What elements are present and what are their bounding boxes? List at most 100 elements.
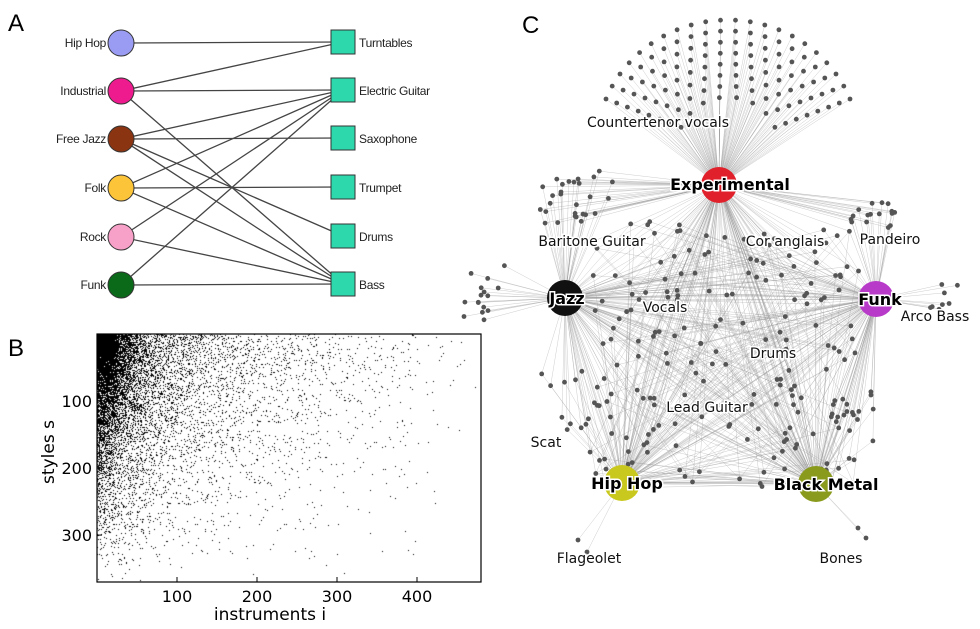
instrument-node: [675, 293, 681, 298]
instrument-node: [543, 209, 549, 215]
instrument-node: [844, 264, 850, 270]
instrument-node: [783, 120, 788, 126]
network-edge: [562, 184, 566, 299]
instrument-node: [850, 480, 856, 486]
instrument-node: [801, 68, 806, 74]
label-scat: Scat: [531, 435, 562, 451]
network-edge: [630, 223, 877, 300]
instrument-node: [776, 91, 781, 97]
instrument-node: [591, 174, 597, 180]
instrument-node: [786, 253, 792, 259]
instrument-node: [727, 422, 733, 427]
instrument-node: [759, 484, 765, 489]
instrument-node: [688, 360, 694, 365]
instrument-node: [868, 389, 874, 395]
instrument-node: [646, 112, 652, 118]
instrument-node: [841, 412, 847, 418]
instrument-label-electric-guitar: Electric Guitar: [359, 84, 430, 98]
network-edge: [718, 184, 817, 263]
instrument-node: [774, 377, 780, 382]
instrument-node: [706, 288, 712, 294]
network-edge: [605, 468, 817, 485]
instrument-node: [713, 323, 719, 329]
network-edge: [852, 298, 877, 413]
instrument-node: [587, 240, 593, 246]
network-edge: [645, 184, 720, 293]
network-edge: [564, 297, 713, 365]
instrument-node: [729, 291, 735, 297]
network-edge: [663, 35, 720, 186]
instrument-node: [627, 280, 632, 286]
bipartite-edge: [120, 138, 344, 285]
instrument-node: [645, 222, 651, 228]
network-edge: [846, 298, 877, 412]
network-edge: [581, 184, 720, 222]
instrument-node: [876, 211, 882, 217]
network-edge: [718, 64, 737, 186]
network-edge: [564, 254, 705, 299]
network-edge: [564, 297, 605, 460]
instrument-node: [651, 395, 657, 401]
instrument-node: [651, 334, 656, 339]
instrument-node: [583, 421, 589, 427]
network-edge: [679, 224, 817, 485]
network-edge: [606, 401, 817, 485]
instrument-node: [674, 288, 680, 293]
instrument-node-saxophone: [330, 125, 356, 151]
instrument-node: [830, 402, 836, 407]
instrument-node: [638, 64, 644, 70]
instrument-node: [697, 469, 702, 475]
network-edge: [718, 184, 871, 215]
instrument-node: [802, 41, 808, 47]
instrument-node: [651, 402, 657, 408]
instrument-node: [628, 221, 634, 227]
instrument-node: [793, 445, 798, 451]
instrument-node: [703, 19, 709, 25]
instrument-node: [692, 270, 698, 276]
instrument-node: [681, 325, 687, 331]
instrument-node: [661, 59, 667, 65]
instrument-node: [462, 299, 468, 305]
network-edge: [599, 170, 720, 186]
network-edge: [564, 297, 792, 390]
network-edge: [718, 52, 817, 186]
instrument-node: [841, 83, 847, 89]
instrument-nodes: [461, 17, 960, 555]
instrument-node: [674, 77, 680, 83]
network-edge: [564, 266, 848, 299]
bipartite-edge: [120, 41, 344, 92]
instrument-node: [625, 104, 630, 110]
network-edge: [564, 297, 589, 419]
network-edge: [628, 184, 720, 452]
instrument-node: [789, 59, 795, 65]
instrument-node: [733, 28, 738, 34]
instrument-node: [480, 309, 485, 315]
network-edge: [621, 274, 841, 484]
occurrence-matrix-image: [97, 334, 481, 582]
instrument-node: [647, 395, 653, 401]
instrument-node: [674, 64, 680, 70]
network-edge: [564, 297, 702, 417]
bipartite-edge: [120, 89, 344, 92]
instrument-node: [672, 333, 677, 339]
instrument-node: [836, 349, 842, 354]
label-bones: Bones: [820, 551, 863, 567]
instrument-node: [822, 295, 827, 300]
network-edge: [718, 184, 823, 484]
instrument-node: [783, 346, 789, 352]
instrument-node: [642, 95, 648, 101]
instrument-node: [772, 236, 777, 242]
instrument-node: [717, 73, 723, 78]
instrument-node: [870, 438, 876, 444]
instrument-node: [763, 82, 769, 88]
instrument-node: [870, 406, 876, 412]
instrument-node: [624, 435, 629, 441]
network-edge: [542, 186, 566, 299]
network-edge: [621, 472, 764, 484]
instrument-node: [603, 96, 609, 102]
network-edge: [815, 231, 850, 485]
network-edge: [748, 272, 877, 300]
network-edge: [858, 298, 877, 412]
instrument-node: [677, 222, 682, 228]
instrument-labels: Countertenor vocals Baritone Guitar Cor …: [529, 114, 971, 569]
